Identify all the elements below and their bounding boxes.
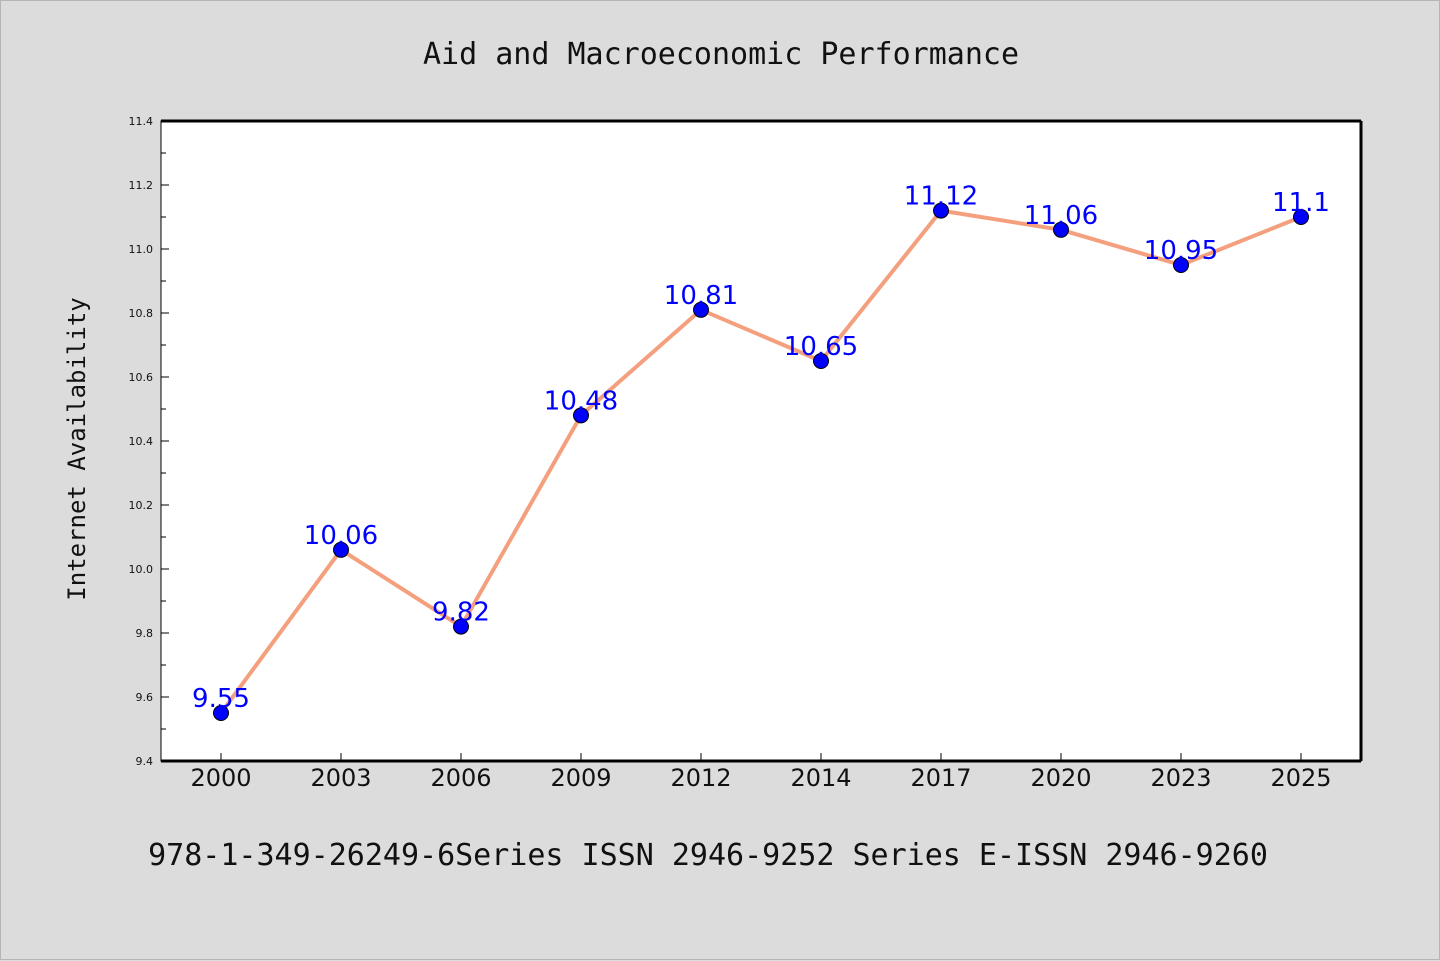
y-tick-label: 10.8 (129, 307, 154, 320)
data-label: 11.1 (1272, 188, 1330, 218)
y-tick-label: 9.6 (136, 691, 154, 704)
x-tick-label: 2009 (550, 764, 611, 792)
data-point-marker (1173, 257, 1189, 273)
data-label: 9.55 (192, 684, 250, 714)
data-label: 11.06 (1024, 201, 1098, 231)
y-tick-label: 9.4 (136, 755, 154, 768)
data-series: 9.55 10.06 9.82 10.48 10.81 10.65 11.12 11.06 10… (192, 182, 1330, 721)
data-point-marker (693, 301, 709, 318)
plot-area (160, 120, 1362, 762)
data-label: 10.48 (544, 386, 618, 416)
y-axis-label: Internet Availability (63, 297, 91, 600)
y-tick-label: 10.6 (129, 371, 154, 384)
data-point-marker (333, 541, 349, 558)
x-tick-label: 2017 (910, 764, 971, 792)
data-point-marker (453, 618, 469, 635)
data-label: 10.65 (784, 332, 858, 362)
y-tick-label: 11.4 (129, 115, 154, 128)
data-point-marker (813, 353, 829, 369)
x-axis-ticks: 2000 2003 2006 2009 2012 2014 2017 2020 2023 2025 (190, 753, 1332, 792)
x-tick-label: 2025 (1270, 764, 1331, 792)
data-label: 10.95 (1144, 236, 1218, 266)
x-tick-label: 2012 (670, 764, 731, 792)
x-tick-label: 2023 (1150, 764, 1211, 792)
x-tick-label: 2020 (1030, 764, 1091, 792)
data-label: 10.06 (304, 521, 378, 551)
data-label: 10.81 (664, 281, 738, 311)
y-tick-label: 10.4 (129, 435, 154, 448)
series-line (219, 208, 1302, 715)
data-point-marker (1053, 221, 1069, 238)
x-tick-label: 2000 (190, 764, 251, 792)
data-point-marker (933, 202, 949, 219)
y-tick-label: 9.8 (136, 627, 154, 640)
data-point-marker (1293, 209, 1309, 225)
data-label: 11.12 (904, 182, 978, 212)
data-point-marker (573, 407, 589, 424)
chart-title: Aid and Macroeconomic Performance (423, 37, 1019, 72)
data-point-marker (213, 705, 229, 721)
y-tick-label: 10.0 (129, 563, 154, 576)
y-tick-label: 11.0 (129, 243, 154, 256)
footer-isbn-text: 978-1-349-26249-6Series ISSN 2946-9252 S… (148, 838, 1268, 873)
y-tick-label: 11.2 (129, 179, 154, 192)
x-tick-label: 2014 (790, 764, 851, 792)
y-tick-label: 10.2 (129, 499, 154, 512)
y-axis-ticks: 9.4 9.6 9.8 10.0 10.2 10.4 10.6 10.8 11.0 11.2 11.… (129, 115, 169, 768)
x-tick-label: 2006 (430, 764, 491, 792)
x-tick-label: 2003 (310, 764, 371, 792)
data-label: 9.82 (432, 598, 490, 628)
